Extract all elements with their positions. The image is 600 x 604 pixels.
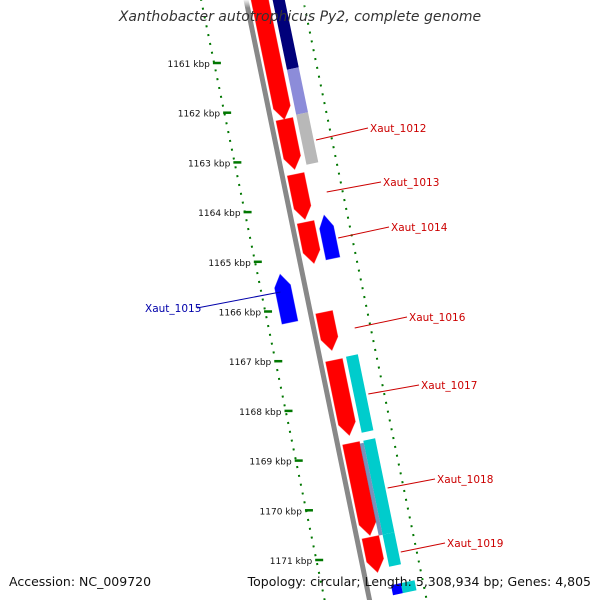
ruler-tick-label: 1164 kbp	[198, 209, 241, 219]
ruler-tick-label: 1165 kbp	[208, 259, 251, 269]
gene-label-leader	[368, 384, 420, 395]
map-title: Xanthobacter autotrophicus Py2, complete…	[118, 9, 482, 25]
ruler-tick-label: 1168 kbp	[239, 408, 282, 418]
ruler-tick-label: 1162 kbp	[178, 110, 221, 120]
ruler-tick-label: 1171 kbp	[270, 557, 313, 567]
ruler-tick-label: 1167 kbp	[229, 358, 272, 368]
gene-label-xaut-1015[interactable]: Xaut_1015	[145, 303, 201, 315]
ruler-layer: 1161 kbp 1162 kbp 1163 kbp 1164 kbp 1165 kbp…	[167, 0, 327, 604]
gene-bottom-blue	[391, 583, 403, 596]
gene-label-leader	[338, 226, 390, 239]
gene-arrow-xaut-1017[interactable]	[325, 358, 356, 436]
gene-label-xaut-1018[interactable]: Xaut_1018	[437, 474, 493, 486]
gene-arrow-xaut-1012[interactable]	[275, 117, 301, 170]
cds-band-overlap	[359, 442, 383, 536]
feature-layer	[249, 0, 417, 596]
gene-label-leader	[196, 291, 281, 309]
ruler-tick-label: 1161 kbp	[167, 60, 210, 70]
gene-arrow-xaut-1015[interactable]	[274, 273, 299, 325]
top-fade	[0, 0, 600, 8]
gene-arrow-xaut-1011[interactable]	[249, 0, 291, 120]
gene-arrow-xaut-1019[interactable]	[361, 535, 384, 573]
gene-label-xaut-1014[interactable]: Xaut_1014	[391, 222, 448, 234]
gene-arrow-xaut-1018[interactable]	[342, 441, 377, 536]
gene-arrow-xaut-1014-cds[interactable]	[319, 214, 341, 261]
cds-band-navy	[272, 0, 299, 70]
cds-band-gray	[296, 112, 319, 165]
gene-label-xaut-1017[interactable]: Xaut_1017	[421, 380, 477, 392]
gene-label-xaut-1012[interactable]: Xaut_1012	[370, 123, 426, 135]
cds-band-cyan-1	[346, 354, 374, 433]
accession-text: Accession: NC_009720	[9, 574, 152, 589]
gene-label-leader	[315, 127, 369, 141]
genome-summary-text: Topology: circular; Length: 5,308,934 bp…	[247, 574, 591, 589]
gene-label-leader	[326, 181, 382, 193]
cds-band-cyan-2	[363, 438, 395, 535]
ruler-tick-label: 1170 kbp	[260, 507, 303, 517]
cds-band-bottom	[400, 580, 417, 594]
gene-arrow-xaut-1013[interactable]	[286, 172, 312, 220]
gene-label-xaut-1016[interactable]: Xaut_1016	[409, 312, 466, 324]
gene-label-xaut-1013[interactable]: Xaut_1013	[383, 177, 439, 189]
cds-band-blue-fade	[287, 67, 308, 115]
gene-label-xaut-1019[interactable]: Xaut_1019	[447, 538, 503, 550]
label-layer: Xaut_1012 Xaut_1013 Xaut_1014 Xaut_1015 Xaut…	[145, 123, 503, 553]
ruler-tick-label: 1163 kbp	[188, 159, 231, 169]
backbone-line	[243, 0, 373, 604]
gene-arrow-xaut-1014[interactable]	[296, 220, 321, 264]
gene-arrow-xaut-1016[interactable]	[315, 310, 339, 351]
gene-label-leader	[400, 542, 446, 553]
cds-band-cyan-3	[382, 532, 401, 567]
ruler-tick-label: 1169 kbp	[249, 458, 292, 468]
gene-label-leader	[387, 478, 436, 489]
gene-label-leader	[354, 316, 408, 329]
ruler-tick-label: 1166 kbp	[219, 309, 262, 319]
